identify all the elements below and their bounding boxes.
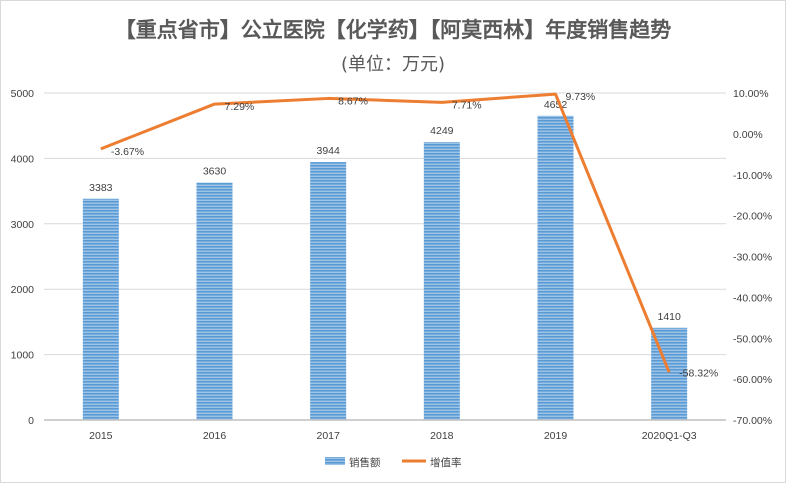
bar-2018	[423, 142, 460, 420]
bar-2019	[537, 115, 574, 420]
line-data-label: -3.67%	[111, 146, 144, 158]
right-axis-tick: -70.00%	[733, 415, 772, 427]
line-data-label: 8.67%	[338, 95, 368, 107]
growth-rate-line	[100, 92, 671, 373]
bar-2015	[82, 198, 119, 420]
line-data-label: 7.71%	[452, 99, 482, 111]
right-axis-tick: -30.00%	[733, 252, 772, 264]
line-data-label: -58.32%	[679, 367, 718, 379]
line-data-label: 7.29%	[225, 101, 255, 113]
bar-data-label: 3944	[316, 145, 340, 157]
x-axis-tick: 2020Q1-Q3	[642, 430, 697, 442]
bar-data-label: 3630	[203, 166, 227, 178]
left-axis-tick: 3000	[11, 219, 35, 231]
x-axis-tick: 2016	[203, 430, 227, 442]
chart-title: 【重点省市】公立医院【化学药】【阿莫西林】年度销售趋势	[114, 18, 672, 42]
right-axis-tick: -10.00%	[733, 170, 772, 182]
bar-2016	[196, 182, 233, 420]
right-axis-tick: -20.00%	[733, 211, 772, 223]
bar-data-label: 4249	[430, 125, 454, 137]
left-axis-tick: 1000	[11, 350, 35, 362]
line-data-label: 9.73%	[566, 91, 596, 103]
legend-label-sales: 销售额	[349, 456, 381, 469]
x-axis-tick: 2018	[430, 430, 454, 442]
left-axis-tick: 2000	[11, 284, 35, 296]
legend-label-growth: 增值率	[430, 456, 462, 469]
right-axis-tick: 10.00%	[733, 88, 769, 100]
chart-subtitle: (单位：万元)	[340, 54, 446, 75]
right-axis-tick: -60.00%	[733, 374, 772, 386]
x-axis-tick: 2015	[89, 430, 113, 442]
left-axis-tick: 4000	[11, 153, 35, 165]
left-axis-tick: 5000	[11, 88, 35, 100]
legend-bar-swatch	[325, 457, 345, 465]
bar-data-label: 1410	[657, 311, 681, 323]
x-axis-tick: 2017	[316, 430, 340, 442]
x-axis-tick: 2019	[544, 430, 568, 442]
bar-data-label: 3383	[89, 182, 113, 194]
right-axis-tick: -50.00%	[733, 333, 772, 345]
bar-2017	[310, 162, 347, 421]
right-axis-tick: 0.00%	[733, 129, 763, 141]
left-axis-tick: 0	[28, 415, 34, 427]
bar-data-label: 4652	[544, 99, 568, 111]
right-axis-tick: -40.00%	[733, 292, 772, 304]
